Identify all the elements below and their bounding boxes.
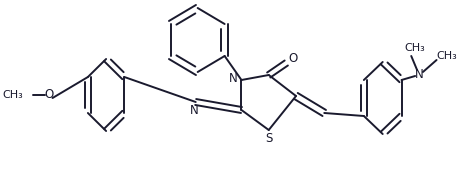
Text: CH₃: CH₃ xyxy=(405,43,425,53)
Text: CH₃: CH₃ xyxy=(436,51,457,61)
Text: N: N xyxy=(414,68,423,80)
Text: N: N xyxy=(230,71,238,84)
Text: CH₃: CH₃ xyxy=(3,90,23,100)
Text: N: N xyxy=(190,103,198,117)
Text: S: S xyxy=(265,133,273,146)
Text: O: O xyxy=(44,89,53,102)
Text: O: O xyxy=(288,52,298,65)
